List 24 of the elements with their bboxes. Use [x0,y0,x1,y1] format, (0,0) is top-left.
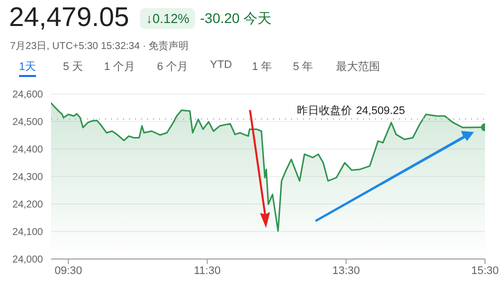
text: -30.20 今天 [200,10,272,28]
text: 1天 [19,59,36,77]
chart-title: 24,479.05 [9,2,130,33]
x-tick-label: 15:30 [471,264,499,277]
ref-line-label: 昨日收盘价 24,509.25 [297,104,405,117]
x-tick-label: 09:30 [54,264,82,277]
y-tick-label: 24,300 [12,172,44,184]
y-tick-label: 24,500 [12,117,44,128]
text: YTD [210,59,232,72]
text: 最大范围 [336,60,380,75]
x-tick-label: 13:30 [332,264,360,277]
chart-subtitle: 7月23日, UTC+5:30 15:32:34 · 免责声明 [10,40,189,53]
text: 1 年 [252,60,272,75]
x-tick-label: 11:30 [194,264,221,277]
y-tick-label: 24,000 [12,254,44,266]
y-tick-label: 24,400 [12,144,44,156]
y-tick-label: 24,200 [12,200,44,211]
text: 5 天 [63,60,84,75]
text: 6 个月 [157,60,188,75]
y-tick-label: 24,600 [12,90,44,101]
text: 5 年 [293,60,314,75]
text: 1 个月 [104,60,136,75]
y-tick-label: 24,100 [12,227,44,238]
text: ↓0.12% [140,8,196,29]
